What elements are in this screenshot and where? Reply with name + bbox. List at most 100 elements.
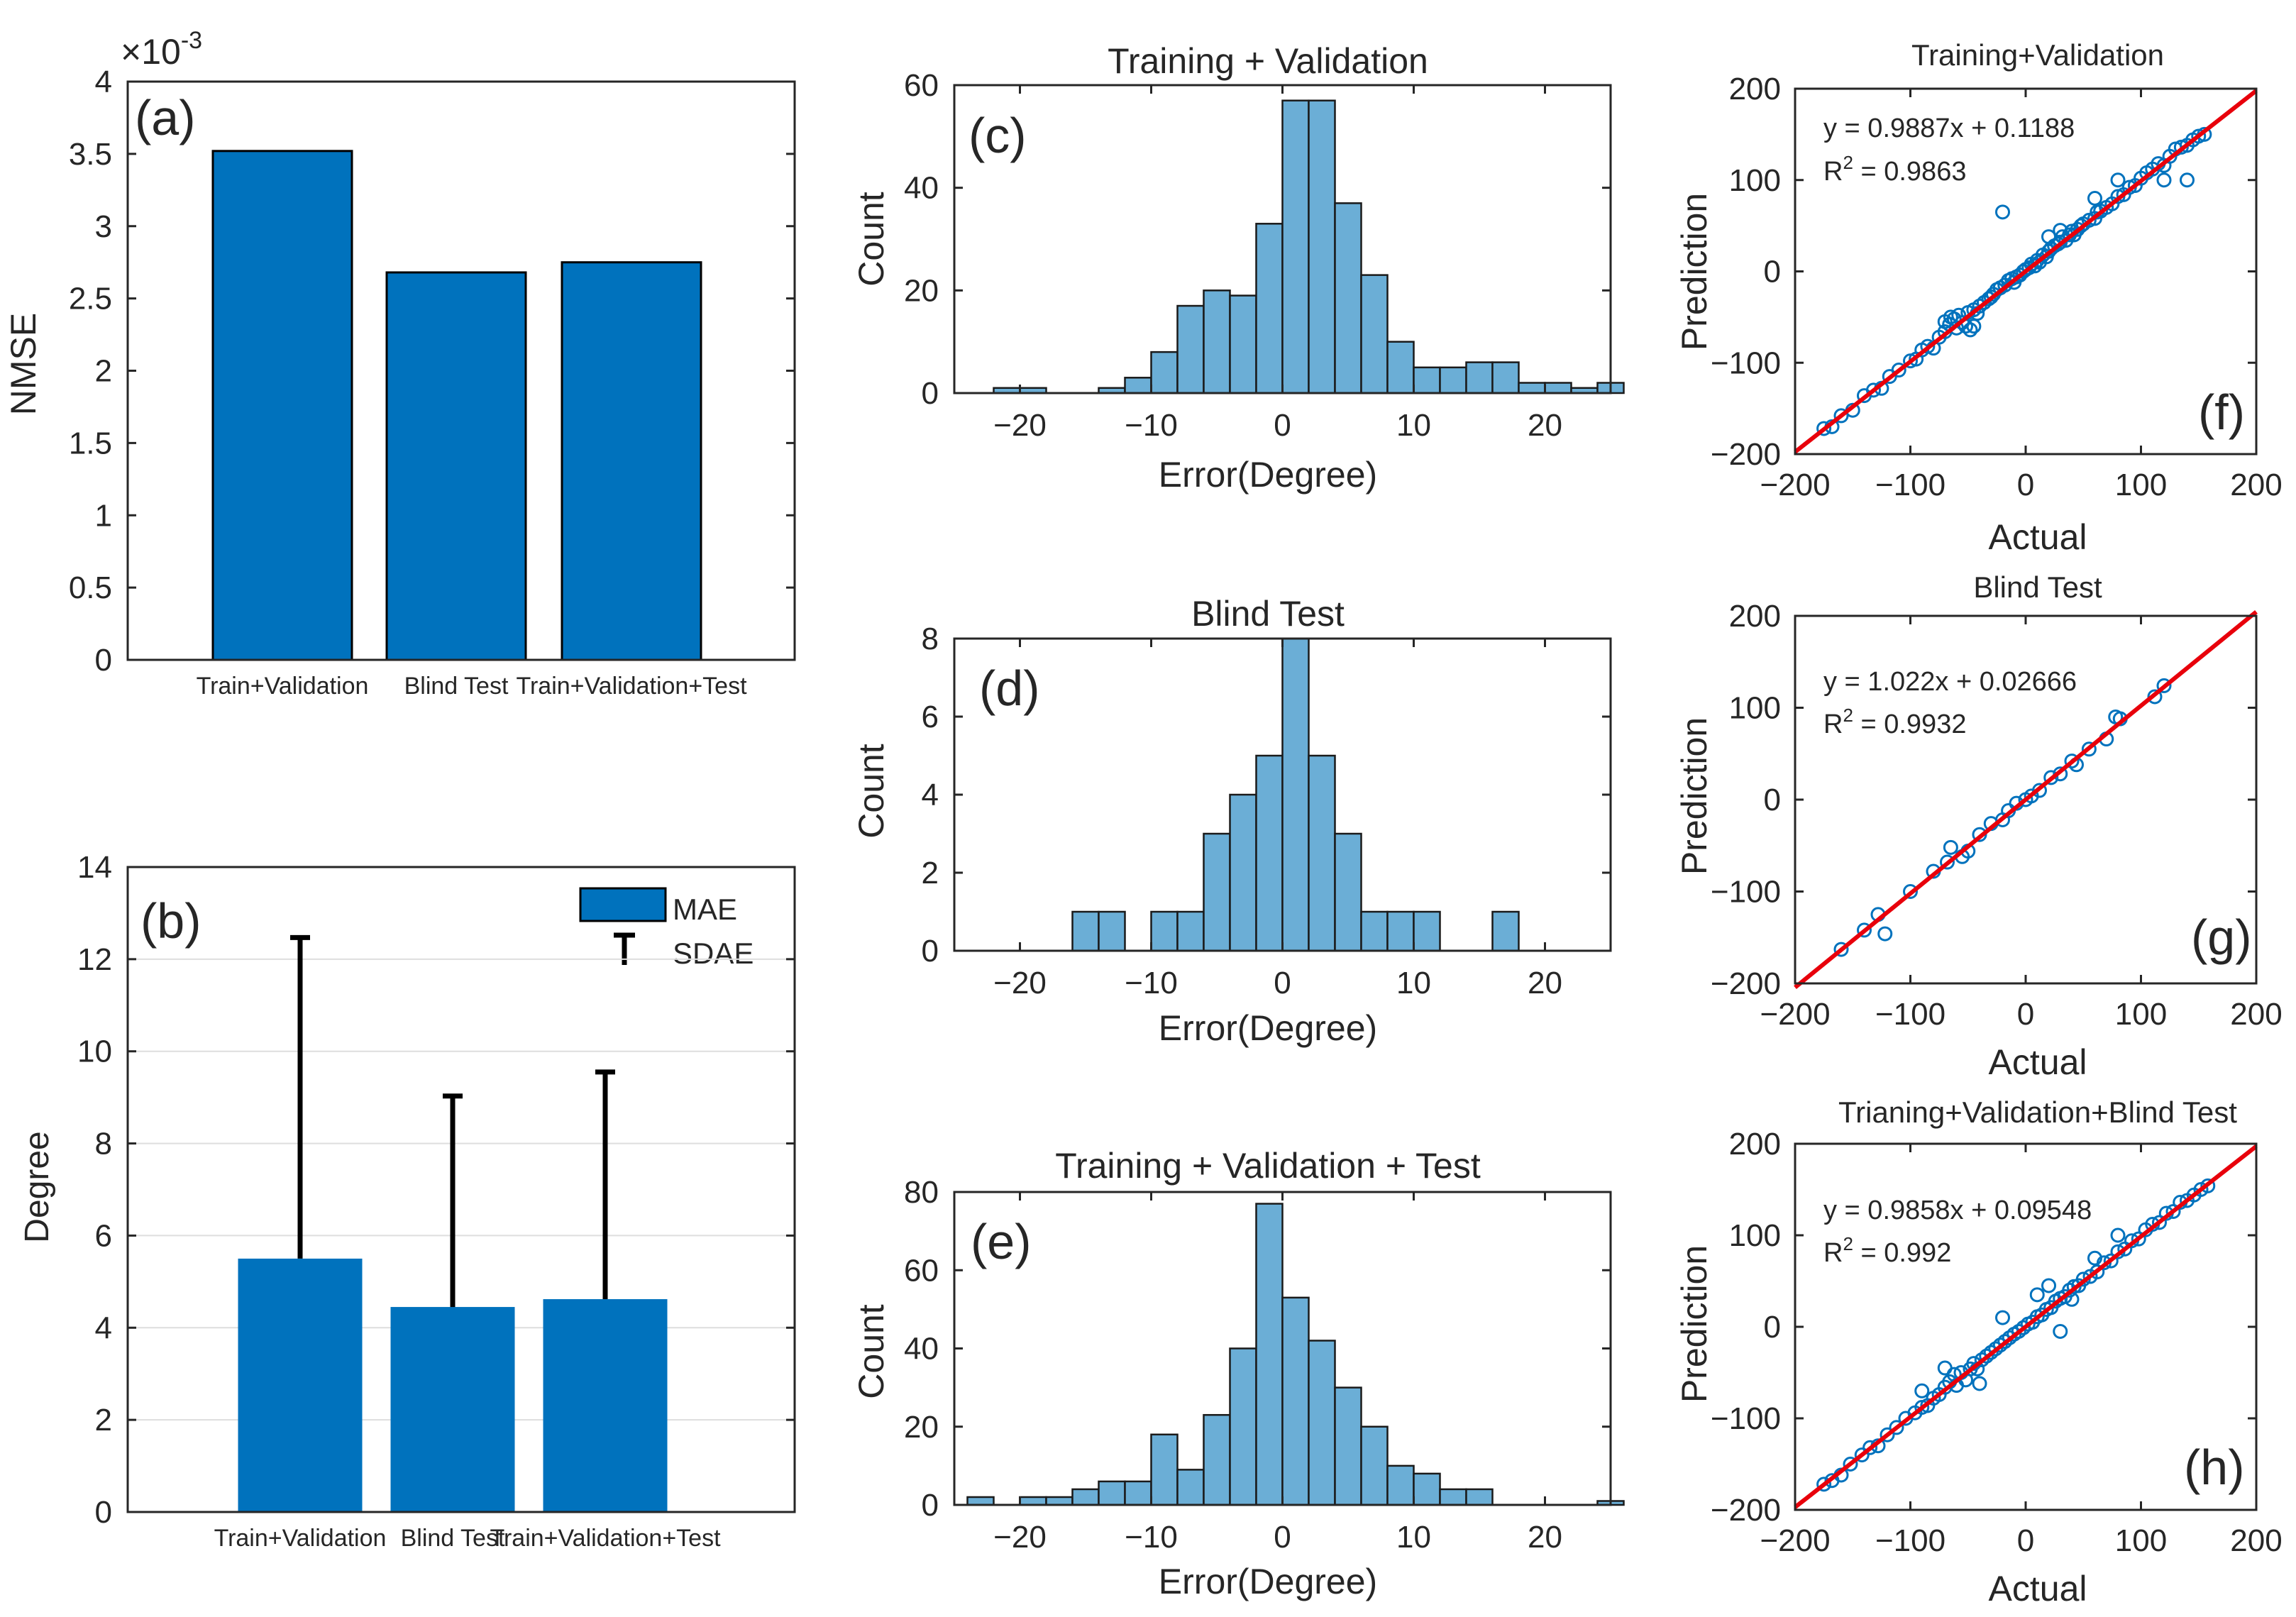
panel-f-scatter-point: [2110, 172, 2126, 188]
panel-g-scatter-point: [2156, 678, 2172, 693]
panel-e-histogram-bar: [1124, 1480, 1152, 1506]
panel-h-scatter-point: [2131, 1231, 2146, 1247]
panel-a-bar: [211, 150, 353, 661]
panel-d-histogram-bar: [1255, 754, 1284, 952]
panel-e-x-tick-label: −20: [993, 1520, 1047, 1555]
panel-f-label: (f): [2198, 385, 2245, 440]
panel-c-x-tick-label: 10: [1396, 408, 1431, 443]
panel-a-bar: [385, 271, 527, 661]
panel-c-histogram-bar: [1229, 294, 1257, 394]
panel-f-scatter-point: [2180, 172, 2195, 188]
panel-a-label: (a): [135, 90, 196, 145]
panel-d-y-tick-label: 6: [922, 700, 939, 734]
panel-g-fit-line: [1794, 609, 2258, 989]
panel-e-histogram-bar: [1203, 1413, 1231, 1506]
panel-d-histogram-bar: [1334, 832, 1362, 952]
panel-g-x-tick-label: 200: [2230, 997, 2282, 1032]
panel-f-x-tick-label: 0: [2017, 468, 2034, 502]
panel-b-y-tick-label: 8: [95, 1127, 112, 1161]
panel-h-y-tick-label: 100: [1729, 1218, 1781, 1253]
panel-c-histogram-bar: [1308, 99, 1336, 394]
panel-e-histogram-bar: [1071, 1488, 1100, 1506]
panel-g-scatter: Blind Test Actual Prediction y = 1.022x …: [1674, 570, 2283, 1082]
panel-d-histogram-bar: [1176, 910, 1205, 952]
panel-a-x-tick-label: Train+Validation+Test: [516, 673, 747, 700]
panel-g-y-tick-label: −100: [1711, 875, 1781, 910]
panel-c-histogram-bar: [1176, 304, 1205, 394]
panel-a-exponent-label: ×10-3: [121, 27, 202, 72]
panel-b-bar: [390, 1307, 515, 1512]
panel-h-x-tick-label: 100: [2115, 1523, 2167, 1558]
panel-g-scatter-point: [2032, 783, 2047, 798]
panel-e-histogram-bar: [1386, 1464, 1415, 1506]
panel-f-scatter-point: [1995, 204, 2010, 220]
panel-h-x-tick-label: 0: [2017, 1523, 2034, 1558]
panel-e-histogram-bar: [1255, 1203, 1284, 1506]
panel-e-x-tick-label: 10: [1396, 1520, 1431, 1555]
panel-d-x-tick-label: −20: [993, 966, 1047, 1000]
panel-g-x-tick-label: 100: [2115, 997, 2167, 1032]
panel-b-bar: [238, 1258, 363, 1512]
panel-h-scatter-point: [2152, 1215, 2167, 1230]
panel-c-x-tick-label: 20: [1528, 408, 1562, 443]
panel-e-histogram-bar: [1360, 1425, 1389, 1506]
panel-c-x-tick-label: 0: [1274, 408, 1291, 443]
panel-d-x-tick-label: 10: [1396, 966, 1431, 1000]
panel-a-y-tick-label: 0.5: [69, 570, 112, 605]
panel-e-histogram-bar: [1281, 1296, 1310, 1506]
panel-f-scatter-point: [1981, 291, 1997, 307]
panel-c-histogram-bar: [1491, 361, 1520, 394]
panel-c-y-tick-label: 0: [922, 376, 939, 411]
panel-b-y-tick-label: 12: [77, 942, 112, 977]
panel-e-histogram-bar: [966, 1496, 995, 1506]
panel-e-histogram: Training + Validation + Test Error(Degre…: [851, 1146, 1625, 1601]
panel-c-y-tick-label: 60: [904, 68, 939, 103]
panel-d-histogram-bar: [1150, 910, 1179, 952]
panel-g-y-tick-label: −200: [1711, 966, 1781, 1001]
panel-h-scatter-point: [2029, 1287, 2045, 1303]
panel-d-histogram-bar: [1386, 910, 1415, 952]
panel-h-scatter-point: [2110, 1227, 2126, 1243]
panel-e-x-axis-label: Error(Degree): [1159, 1562, 1377, 1601]
panel-d-histogram-bar: [1098, 910, 1126, 952]
panel-g-scatter-point: [2147, 689, 2163, 705]
panel-d-title: Blind Test: [1191, 594, 1345, 634]
panel-d-y-axis-label: Count: [851, 744, 891, 839]
panel-e-histogram-bar: [1176, 1469, 1205, 1506]
panel-d-histogram-bar: [1071, 910, 1100, 952]
panel-d-x-tick-label: 0: [1274, 966, 1291, 1000]
panel-f-x-axis-label: Actual: [1989, 517, 2087, 557]
panel-h-scatter-point: [2041, 1278, 2056, 1293]
panel-f-title: Training+Validation: [1911, 38, 2164, 72]
panel-g-scatter-point: [1857, 922, 1872, 938]
panel-c-histogram-bar: [1203, 289, 1231, 394]
panel-d-histogram: Blind Test Error(Degree) Count (d) −20 −1…: [851, 594, 1612, 1048]
panel-f-scatter-point: [2053, 223, 2068, 238]
panel-d-y-tick-label: 0: [922, 934, 939, 968]
panel-h-y-axis-label: Prediction: [1674, 1245, 1714, 1403]
panel-g-title: Blind Test: [1973, 570, 2102, 604]
panel-e-x-tick-label: −10: [1125, 1520, 1178, 1555]
legend-sdae-marker: [614, 932, 635, 965]
panel-f-x-tick-label: 100: [2115, 468, 2167, 502]
panel-b-y-tick-label: 0: [95, 1495, 112, 1530]
panel-h-y-tick-label: −100: [1711, 1401, 1781, 1436]
panel-g-x-axis-label: Actual: [1989, 1042, 2087, 1082]
panel-h-scatter-point: [1880, 1427, 1895, 1442]
panel-f-fit-line: [1794, 89, 2258, 454]
legend-sdae-label: SDAE: [673, 937, 754, 970]
panel-f-scatter-point: [2156, 172, 2172, 188]
panel-f-scatter-point: [2041, 229, 2056, 245]
panel-e-histogram-bar: [1229, 1347, 1257, 1506]
panel-d-histogram-bar: [1413, 910, 1441, 952]
panel-a-y-tick-label: 4: [95, 65, 112, 99]
panel-g-scatter-point: [2043, 770, 2059, 785]
panel-e-histogram-bar: [1413, 1472, 1441, 1506]
panel-e-y-tick-label: 0: [922, 1488, 939, 1523]
panel-d-x-tick-label: 20: [1528, 966, 1562, 1000]
panel-a-y-tick-label: 1: [95, 498, 112, 533]
panel-e-x-tick-label: 20: [1528, 1520, 1562, 1555]
panel-h-scatter-point: [1995, 1310, 2010, 1325]
panel-g-r2: R2 = 0.9932: [1823, 705, 1966, 739]
panel-f-scatter-point: [1816, 421, 1832, 436]
